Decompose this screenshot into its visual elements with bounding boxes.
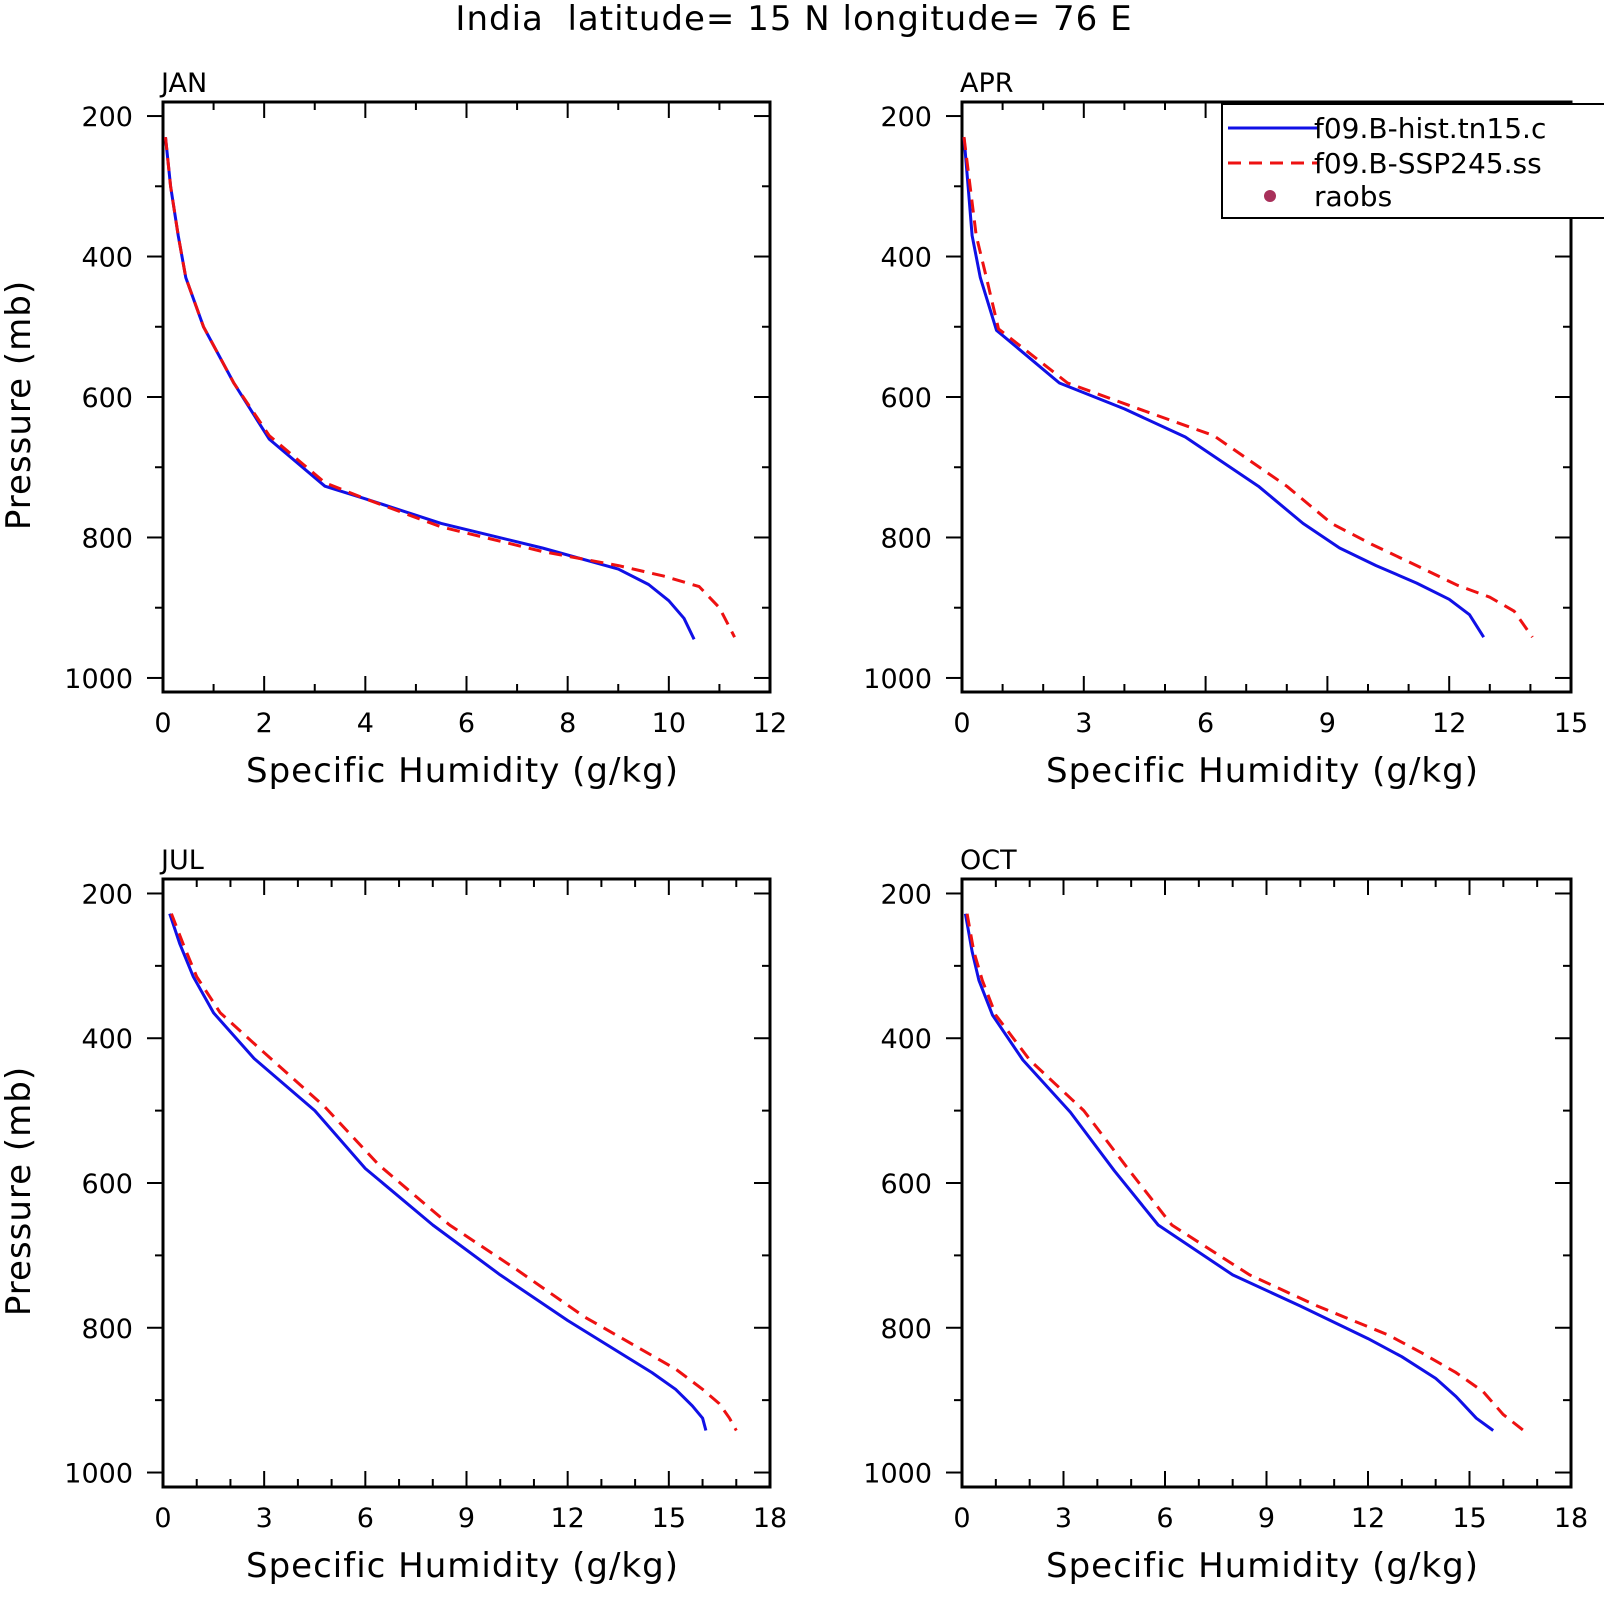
y-tick-label: 1000 (64, 664, 133, 695)
panel-label: APR (960, 68, 1014, 99)
legend-label-ssp245: f09.B-SSP245.ss (1314, 147, 1542, 180)
plot-frame (161, 100, 772, 694)
y-tick-label: 400 (81, 1024, 133, 1055)
legend-marker-raobs (1264, 190, 1276, 202)
y-tick-label: 1000 (863, 664, 932, 695)
x-tick-label: 2 (256, 708, 273, 739)
y-tick-label: 800 (81, 1314, 133, 1345)
x-tick-label: 0 (154, 708, 171, 739)
x-tick-label: 18 (1554, 1503, 1588, 1534)
x-tick-label: 12 (1351, 1503, 1385, 1534)
series-line-ssp245-jan (164, 136, 736, 638)
x-tick-label: 12 (1432, 708, 1466, 739)
x-tick-label: 8 (559, 708, 576, 739)
series-line-ssp245-jul (170, 913, 738, 1432)
y-tick-label: 1000 (64, 1459, 133, 1490)
panel-jul: JUL 0 3 6 9 12 15 18 200 400 600 800 1000 Specific Hu… (0, 845, 787, 1586)
y-tick-label: 400 (81, 243, 133, 274)
legend-label-raobs: raobs (1314, 180, 1392, 213)
series-line-hist-jul (168, 913, 708, 1431)
plot-frame (960, 877, 1573, 1489)
x-tick-label: 3 (1075, 708, 1092, 739)
y-tick-label: 400 (880, 1024, 932, 1055)
panel-apr: APR 0 3 6 9 12 15 200 400 600 800 1000 Specific Humi… (863, 68, 1588, 791)
y-tick-label: 600 (81, 383, 133, 414)
x-tick-label: 4 (357, 708, 374, 739)
x-tick-label: 6 (357, 1503, 374, 1534)
legend-label-hist: f09.B-hist.tn15.c (1314, 112, 1546, 145)
x-tick-label: 15 (652, 1503, 686, 1534)
x-tick-label: 12 (550, 1503, 584, 1534)
x-tick-label: 15 (1452, 1503, 1486, 1534)
x-tick-label: 0 (953, 708, 970, 739)
series-line-ssp245-apr (962, 136, 1534, 639)
x-axis-label: Specific Humidity (g/kg) (1046, 1546, 1479, 1586)
series-line-hist-jan (164, 136, 696, 640)
x-tick-label: 9 (1258, 1503, 1275, 1534)
y-tick-label: 800 (880, 523, 932, 554)
figure-title: India latitude= 15 N longitude= 76 E (455, 0, 1132, 39)
x-axis-label: Specific Humidity (g/kg) (1046, 751, 1479, 791)
x-tick-label: 3 (1055, 1503, 1072, 1534)
y-tick-label: 800 (880, 1314, 932, 1345)
y-tick-label: 200 (81, 102, 133, 133)
panel-label: JAN (159, 68, 207, 99)
y-tick-label: 200 (81, 879, 133, 910)
y-tick-label: 600 (880, 383, 932, 414)
series-line-hist-apr (962, 136, 1485, 639)
y-tick-label: 200 (880, 879, 932, 910)
x-tick-label: 18 (753, 1503, 787, 1534)
x-axis-label: Specific Humidity (g/kg) (246, 751, 679, 791)
series-line-hist-oct (963, 913, 1495, 1432)
x-tick-label: 9 (458, 1503, 475, 1534)
panel-jan: JAN 0 2 4 6 8 10 12 200 400 600 800 1000 Specific Hum… (0, 68, 787, 791)
x-tick-label: 10 (652, 708, 686, 739)
panel-label: JUL (159, 845, 204, 876)
panel-label: OCT (960, 845, 1017, 876)
y-tick-label: 200 (880, 102, 932, 133)
series-line-ssp245-oct (965, 913, 1525, 1432)
y-tick-label: 400 (880, 243, 932, 274)
y-tick-label: 600 (880, 1169, 932, 1200)
x-tick-label: 12 (753, 708, 787, 739)
x-tick-label: 15 (1554, 708, 1588, 739)
x-tick-label: 6 (1197, 708, 1214, 739)
plot-frame (161, 877, 772, 1489)
y-axis-label: Pressure (mb) (0, 280, 39, 530)
y-tick-label: 800 (81, 523, 133, 554)
y-tick-label: 1000 (863, 1459, 932, 1490)
legend: f09.B-hist.tn15.c f09.B-SSP245.ss raobs (1221, 103, 1604, 219)
x-tick-label: 6 (1156, 1503, 1173, 1534)
x-tick-label: 0 (953, 1503, 970, 1534)
y-tick-label: 600 (81, 1169, 133, 1200)
legend-box (1221, 103, 1604, 219)
panel-oct: OCT 0 3 6 9 12 15 18 200 400 600 800 1000 Specific Hu… (863, 845, 1588, 1586)
y-axis-label: Pressure (mb) (0, 1066, 39, 1316)
x-axis-label: Specific Humidity (g/kg) (246, 1546, 679, 1586)
x-tick-label: 0 (154, 1503, 171, 1534)
x-tick-label: 9 (1319, 708, 1336, 739)
x-tick-label: 3 (256, 1503, 273, 1534)
x-tick-label: 6 (458, 708, 475, 739)
